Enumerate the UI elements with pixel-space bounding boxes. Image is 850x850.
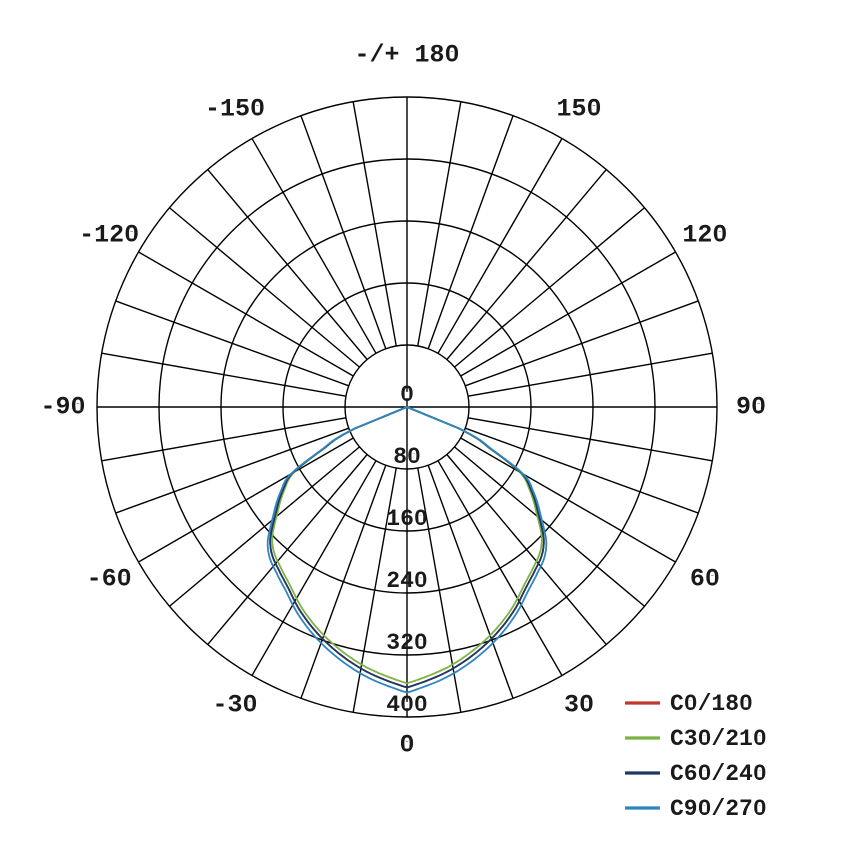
- svg-text:C30/210: C30/210: [670, 726, 767, 752]
- svg-text:30: 30: [564, 691, 594, 720]
- svg-text:C0/180: C0/180: [670, 691, 753, 717]
- svg-text:C90/270: C90/270: [670, 796, 767, 822]
- svg-text:C60/240: C60/240: [670, 761, 767, 787]
- svg-text:90: 90: [736, 393, 766, 422]
- svg-text:60: 60: [690, 565, 720, 594]
- svg-text:-/+ 180: -/+ 180: [354, 41, 459, 70]
- svg-text:80: 80: [393, 444, 421, 470]
